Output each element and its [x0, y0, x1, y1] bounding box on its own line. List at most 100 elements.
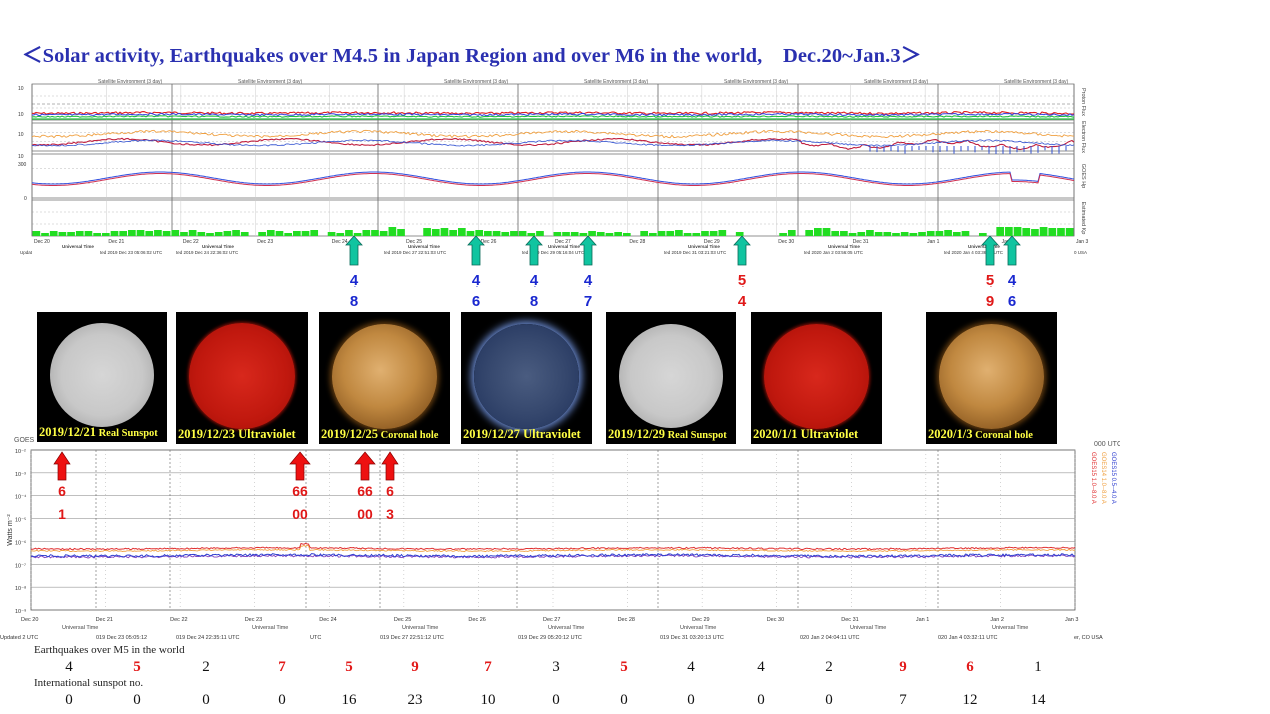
xray-universal-time: Universal Time — [62, 625, 98, 631]
kp-bar — [457, 228, 466, 236]
japan-quake-magnitude-dec: 9 — [986, 293, 994, 310]
satellite-header-label: Satellite Environment (3 day) — [724, 79, 789, 85]
xray-ytick: 10⁻⁵ — [15, 517, 26, 524]
up-arrow-icon — [579, 236, 597, 266]
xray-flux-panel: GOES 000 UTC 10⁻² 10⁻³ 10⁻⁴ 10⁻⁵ 10⁻⁶ 10⁻⁷ 10⁻⁸ 1… — [0, 437, 1120, 641]
kp-bar — [1048, 228, 1057, 236]
kp-bar — [518, 231, 527, 236]
earthquake-count: 9 — [411, 659, 419, 675]
sun-image-caption: 2019/12/29 Real Sunspot — [608, 427, 727, 442]
sun-image-type: Coronal hole — [972, 430, 1033, 441]
xray-updated-label: 020 Jan 4 03:32:11 UTC — [938, 635, 998, 641]
kp-bar — [206, 233, 214, 236]
sun-image-caption: 2019/12/23 Ultraviolet — [178, 427, 296, 442]
kp-bar — [1031, 229, 1039, 236]
satellite-date-tick: Dec 21 — [108, 239, 124, 245]
satellite-header-label: Satellite Environment (3 day) — [444, 79, 509, 85]
japan-quake-dot: . — [354, 283, 356, 289]
japan-quake-magnitude-dec: 7 — [584, 293, 592, 310]
xray-universal-time: Universal Time — [992, 625, 1028, 631]
satellite-right-label: Proton Flux — [1080, 88, 1086, 116]
sun-image-date: 2019/12/29 — [608, 427, 665, 441]
kp-bar — [1013, 227, 1022, 236]
japan-quake-dot: . — [990, 283, 992, 289]
kp-bar — [675, 230, 683, 236]
earthquake-count: 4 — [687, 659, 695, 675]
japan-quake-magnitude-int: 5 — [738, 272, 746, 289]
earthquake-count: 3 — [552, 659, 560, 675]
kp-bar — [779, 233, 787, 236]
kp-bar — [657, 231, 666, 236]
kp-bar — [900, 232, 909, 236]
kp-bar — [1005, 227, 1013, 236]
goes-hp-line — [31, 171, 1075, 185]
sunspot-number: 7 — [899, 692, 907, 708]
proton-flux-line — [31, 115, 1075, 118]
earthquake-count: 2 — [825, 659, 833, 675]
earthquake-count: 7 — [278, 659, 286, 675]
xray-updated-label: 020 Jan 2 04:04:11 UTC — [800, 635, 860, 641]
kp-bar — [75, 231, 84, 236]
xray-universal-time: Universal Time — [548, 625, 584, 631]
xray-date-tick: Dec 24 — [319, 617, 336, 623]
kp-bar — [1057, 228, 1065, 236]
kp-bar — [154, 230, 162, 236]
kp-bar — [32, 231, 41, 236]
xray-ytick: 10⁻⁹ — [15, 608, 26, 615]
kp-bar — [640, 231, 649, 236]
kp-bar — [475, 230, 484, 236]
kp-bar — [353, 233, 362, 236]
kp-bar — [371, 230, 379, 236]
japan-quake-marker: 4.8 — [525, 236, 543, 310]
kp-bar — [822, 228, 831, 236]
sunspot-number: 0 — [202, 692, 210, 708]
japan-quake-arrows: 4.84.64.84.75.45.94.6 — [345, 236, 1021, 310]
kp-bar — [275, 231, 284, 236]
kp-bar — [961, 231, 970, 236]
satellite-date-tick: Dec 28 — [629, 239, 645, 245]
kp-bar — [926, 231, 935, 236]
kp-bar — [840, 231, 848, 236]
world-quake-magnitude-int: 6 — [58, 483, 66, 499]
xray-date-tick: Dec 30 — [767, 617, 784, 623]
kp-bar — [180, 232, 188, 236]
sun-image-type: Real Sunspot — [95, 428, 158, 439]
xray-legend-entry: GOES15 1.0--8.0 A — [1090, 452, 1096, 504]
kp-bar — [240, 232, 249, 236]
sun-image-date: 2019/12/21 — [39, 425, 96, 439]
satellite-date-tick: Dec 31 — [853, 239, 869, 245]
satellite-date-tick: Jan 3 — [1076, 239, 1088, 245]
kp-bar — [171, 230, 180, 236]
kp-bar — [484, 231, 492, 236]
sunspot-number: 12 — [962, 692, 978, 708]
kp-bar — [336, 233, 345, 236]
satellite-right-label: GOES Hp — [1080, 164, 1086, 188]
kp-bar — [622, 233, 631, 236]
kp-bar — [327, 232, 336, 236]
satellite-updated-label: ted 2019 Dec 24 22:36:02 UTC — [176, 250, 239, 255]
satellite-updated-label: ted 2019 Dec 27 22:51:03 UTC — [384, 250, 447, 255]
row-label-sunspots: International sunspot no. — [34, 677, 144, 689]
kp-bar — [188, 230, 197, 236]
world-quake-magnitude-dec: 00 — [292, 506, 308, 522]
sun-image: 2019/12/27 Ultraviolet — [461, 312, 592, 444]
row-label-earthquakes: Earthquakes over M5 in the world — [34, 644, 185, 656]
xray-updated-label: 019 Dec 27 22:51:12 UTC — [380, 635, 444, 641]
xray-date-tick: Dec 20 — [21, 617, 38, 623]
japan-quake-magnitude-int: 5 — [986, 272, 994, 289]
sun-disc — [619, 324, 723, 428]
sun-image-caption: 2020/1/1 Ultraviolet — [753, 427, 858, 442]
satellite-date-tick: Dec 29 — [704, 239, 720, 245]
kp-bar — [362, 230, 371, 236]
xray-ytick: 10⁻³ — [15, 472, 26, 478]
kp-bar — [874, 232, 883, 236]
japan-quake-marker: 5.4 — [733, 236, 751, 310]
sun-image-type: Real Sunspot — [664, 430, 727, 441]
kp-bar — [431, 229, 440, 236]
kp-bar — [345, 230, 353, 236]
kp-bar — [605, 233, 614, 236]
satellite-ytick: 0 — [24, 196, 27, 202]
up-arrow-icon — [53, 451, 71, 481]
xray-date-tick: Dec 26 — [468, 617, 485, 623]
